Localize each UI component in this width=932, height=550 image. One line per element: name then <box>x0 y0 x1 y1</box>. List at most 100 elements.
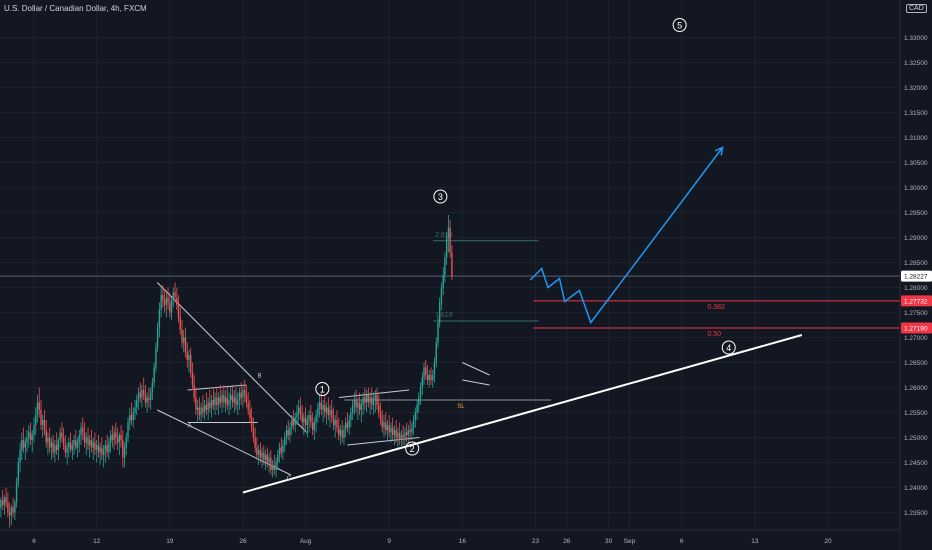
price-tick-label: 1.25500 <box>904 410 928 417</box>
candle-down <box>48 437 51 448</box>
price-axis[interactable]: 1.23500 1.24000 1.24500 1.25000 1.25500 1.260… <box>899 0 932 550</box>
candle-up <box>432 375 434 380</box>
candle-up <box>41 420 44 425</box>
candle-up <box>404 432 406 438</box>
grid <box>0 0 900 530</box>
candle-down <box>97 445 100 453</box>
candle-up <box>390 427 392 433</box>
candle-up <box>153 367 155 383</box>
stop-loss-label: SL <box>457 404 465 410</box>
candle-down <box>75 440 77 448</box>
time-axis[interactable]: 6 12 19 26 Aug 9 16 23 26 30 Sep 6 13 20 <box>0 529 900 550</box>
candle-down <box>364 397 366 403</box>
candle-down <box>12 507 14 513</box>
currency-badge[interactable]: CAD <box>906 4 927 13</box>
candle-up <box>357 402 359 408</box>
candle-down <box>7 502 9 513</box>
candle-up <box>344 422 347 430</box>
candle-up <box>353 400 356 405</box>
candle-down <box>130 415 133 420</box>
candle-down <box>38 402 40 410</box>
price-tick-label: 1.23500 <box>904 510 928 517</box>
projection-arrow-head <box>714 146 724 156</box>
candle-up <box>315 415 317 423</box>
candle-down <box>346 422 349 428</box>
price-tick-label: 1.28500 <box>904 260 928 267</box>
candle-up <box>278 447 281 455</box>
fib-extension-label: 2.618 <box>435 232 453 239</box>
candle-down <box>378 405 380 413</box>
last-price-label: 1.28227 <box>904 274 928 281</box>
chart-title: U.S. Dollar / Canadian Dollar, 4h, FXCM <box>4 4 147 13</box>
candle-up <box>165 297 168 305</box>
candle-up <box>291 420 293 428</box>
candle-down <box>82 427 84 433</box>
candle-up <box>156 327 159 348</box>
candle-up <box>224 397 227 403</box>
candle-down <box>376 395 378 405</box>
candle-down <box>190 355 192 373</box>
fib-extension-label: 1.618 <box>435 312 453 319</box>
candle-up <box>99 447 101 453</box>
candle-up <box>362 397 364 405</box>
time-tick-label: 9 <box>387 538 391 545</box>
candle-up <box>113 432 115 440</box>
candle-down <box>451 252 453 276</box>
candle-up <box>284 437 286 445</box>
candle-up <box>33 425 35 435</box>
pattern-line <box>156 282 308 433</box>
candle-down <box>209 402 211 408</box>
candle-up <box>3 497 6 505</box>
wave-label-5: 5 <box>677 21 682 31</box>
candle-down <box>212 400 215 405</box>
candle-down <box>205 405 208 410</box>
wave-label-3: 3 <box>438 192 443 202</box>
candle-up <box>149 392 152 400</box>
candle-up <box>118 435 121 443</box>
candle-up <box>200 407 202 415</box>
price-tick-label: 1.27000 <box>904 335 928 342</box>
candle-down <box>106 445 108 453</box>
candle-up <box>31 435 33 440</box>
candle-up <box>275 462 277 470</box>
candle-up <box>203 405 206 413</box>
candle-up <box>76 442 79 448</box>
candle-up <box>15 482 18 503</box>
candle-down <box>235 397 237 405</box>
candle-up <box>419 387 422 398</box>
candle-down <box>122 440 124 458</box>
candle-up <box>277 455 279 463</box>
wave-label-4: 4 <box>726 343 731 353</box>
level-price-badge <box>901 295 932 307</box>
candle-down <box>245 395 248 403</box>
candle-down <box>139 392 141 398</box>
candle-down <box>287 430 289 435</box>
candle-up <box>228 400 230 405</box>
candle-down <box>381 420 383 428</box>
time-tick-label: 26 <box>239 538 247 545</box>
candle-up <box>230 395 232 400</box>
candle-down <box>266 455 268 463</box>
candle-down <box>167 297 169 303</box>
candle-down <box>176 297 178 305</box>
candle-up <box>411 427 413 433</box>
price-tick-label: 1.33000 <box>904 35 928 42</box>
candle-up <box>14 502 16 513</box>
candle-down <box>299 407 302 415</box>
level-price-badge <box>901 322 932 334</box>
candle-up <box>125 437 127 448</box>
candle-up <box>155 347 157 368</box>
price-tick-label: 1.28000 <box>904 285 928 292</box>
candle-down <box>61 432 63 438</box>
candle-down <box>249 410 251 418</box>
candle-up <box>73 440 75 445</box>
candle-down <box>177 305 180 318</box>
candle-up <box>102 450 105 455</box>
candle-up <box>95 445 98 450</box>
wave-label-1: 1 <box>320 385 325 395</box>
candle-down <box>219 397 221 403</box>
candle-up <box>442 275 444 288</box>
candle-down <box>430 375 432 380</box>
candle-down <box>195 397 197 410</box>
